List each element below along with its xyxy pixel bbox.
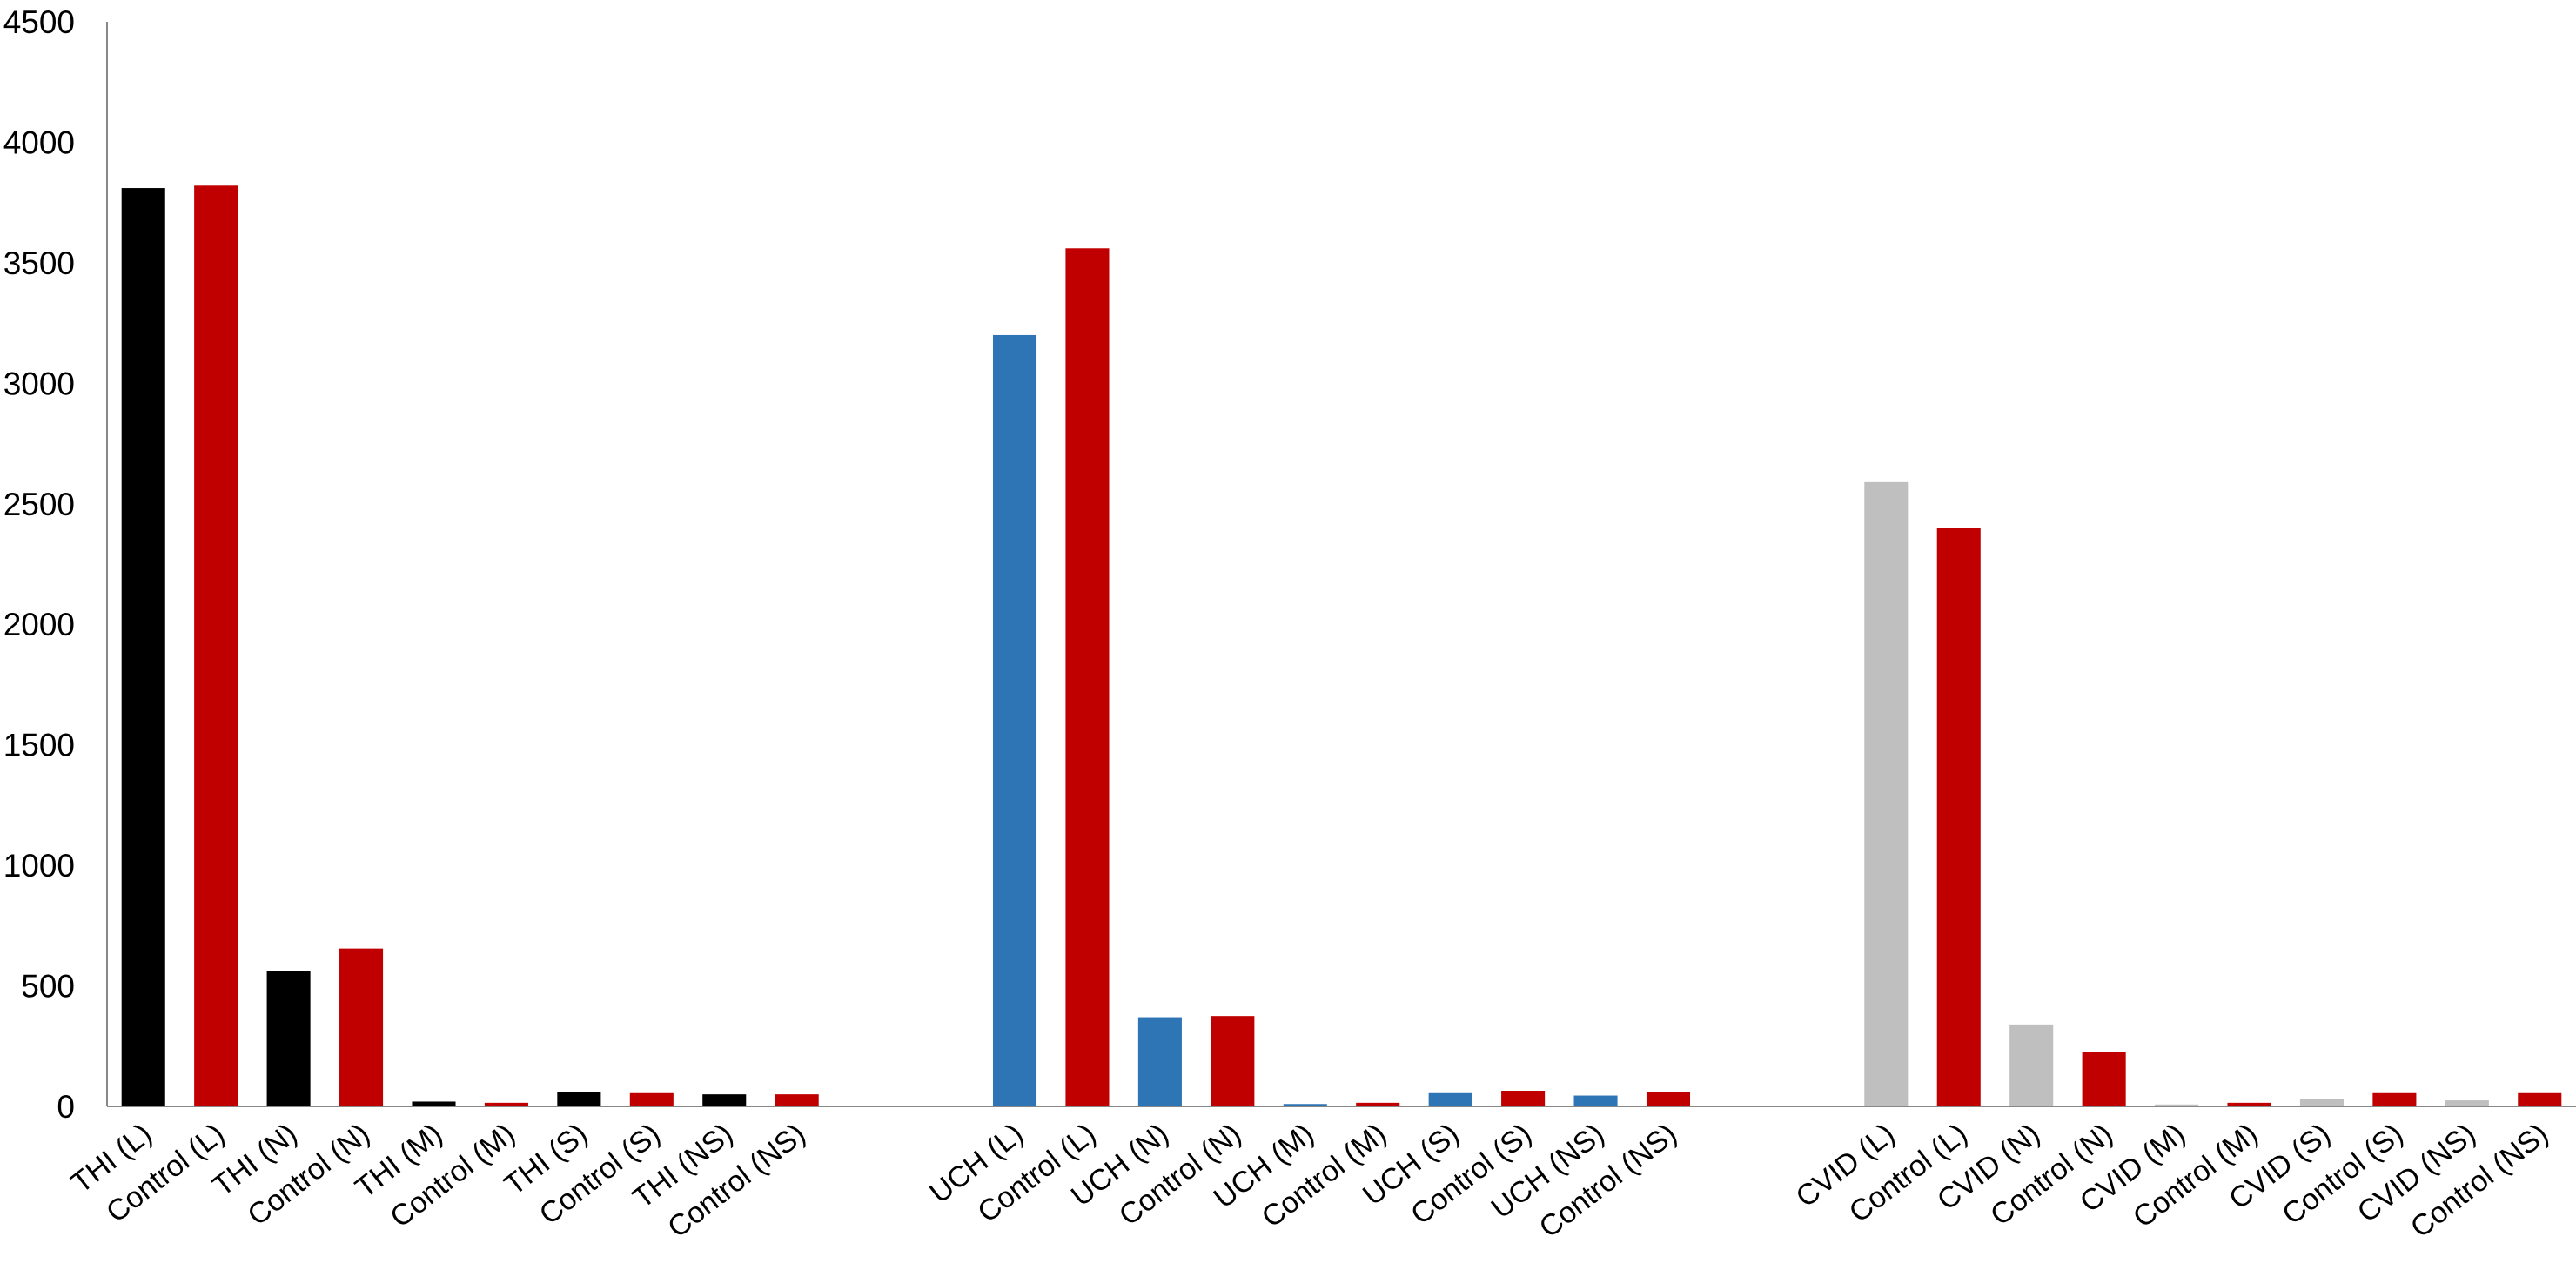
- bar: [992, 334, 1037, 1106]
- bar: [1936, 528, 1981, 1106]
- bar: [412, 1101, 456, 1106]
- bar: [1573, 1095, 1618, 1106]
- bar: [121, 188, 165, 1106]
- bar: [484, 1102, 528, 1106]
- bar: [1428, 1092, 1472, 1106]
- y-tick-label: 500: [21, 969, 75, 1005]
- bar: [702, 1094, 747, 1106]
- bar: [2155, 1104, 2199, 1106]
- y-tick-label: 1500: [3, 728, 75, 763]
- bar: [1283, 1104, 1327, 1106]
- y-tick-label: 3000: [3, 366, 75, 401]
- bar: [266, 971, 311, 1106]
- y-tick-label: 4500: [3, 4, 75, 40]
- bar: [1864, 481, 1909, 1106]
- bar: [2518, 1092, 2562, 1106]
- y-tick-label: 2000: [3, 607, 75, 642]
- bar: [194, 185, 238, 1107]
- bar: [557, 1092, 601, 1106]
- bar: [1356, 1102, 1400, 1106]
- bar: [2227, 1102, 2271, 1106]
- bar: [2372, 1092, 2417, 1106]
- y-tick-label: 2500: [3, 487, 75, 522]
- y-tick-label: 3500: [3, 245, 75, 281]
- bar: [2009, 1024, 2054, 1106]
- bar: [1065, 248, 1110, 1107]
- y-tick-label: 4000: [3, 124, 75, 160]
- bar: [629, 1092, 674, 1106]
- bar: [2445, 1100, 2489, 1106]
- y-tick-label: 1000: [3, 848, 75, 884]
- bar: [1646, 1092, 1691, 1106]
- bar: [339, 948, 384, 1106]
- bar: [1211, 1016, 1255, 1106]
- bar: [1501, 1091, 1546, 1106]
- bar: [2299, 1099, 2344, 1106]
- y-tick-label: 0: [57, 1089, 75, 1125]
- bar: [775, 1094, 819, 1106]
- bar: [2082, 1052, 2126, 1106]
- bar: [1137, 1017, 1182, 1106]
